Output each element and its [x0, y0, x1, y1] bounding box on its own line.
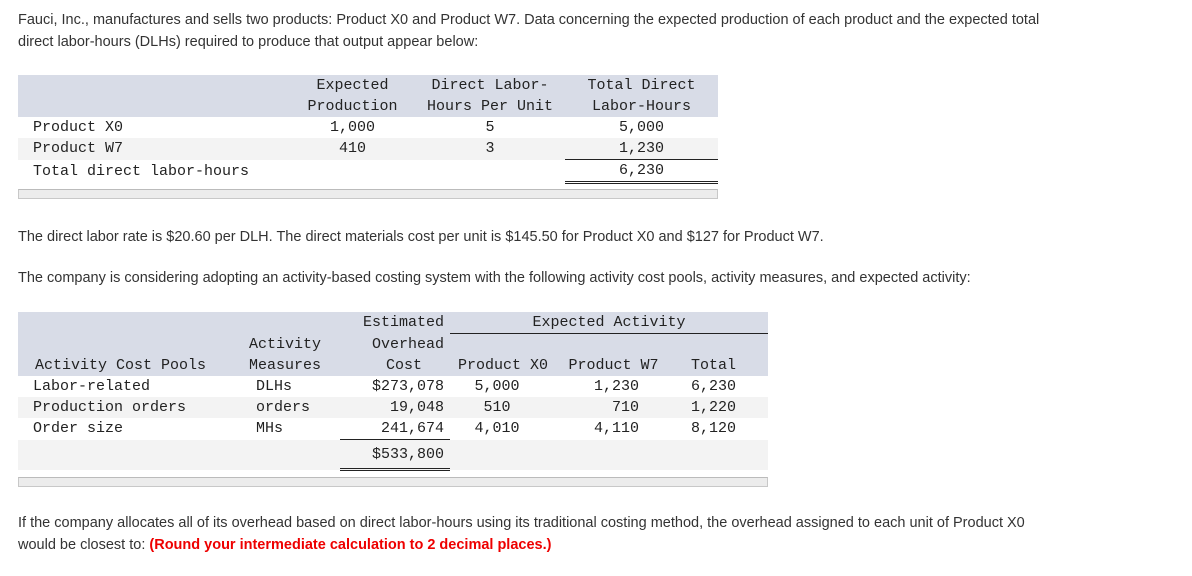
- table-row: Order size MHs 241,674 4,010 4,110 8,120: [18, 418, 768, 440]
- total-cost: $533,800: [340, 439, 450, 471]
- header-labor-hours: Labor-Hours: [565, 96, 718, 117]
- header-total: Total: [671, 355, 769, 376]
- table-row: Labor-related DLHs $273,078 5,000 1,230 6,230: [33, 378, 737, 395]
- header-estimated: Estimated: [340, 312, 450, 334]
- header-hours-per-unit: Hours Per Unit: [415, 96, 565, 117]
- table-scrollbar[interactable]: [18, 477, 768, 487]
- table-row: Product W7 410 3 1,230: [18, 138, 718, 160]
- table-row: Product X0 1,000 5 5,000: [33, 119, 664, 136]
- intro-text: Fauci, Inc., manufactures and sells two …: [18, 12, 1040, 50]
- header-measures: Measures: [240, 355, 340, 376]
- header-expected: Expected: [290, 75, 415, 96]
- header-overhead: Overhead: [340, 333, 450, 355]
- activity-table: Estimated Expected Activity Activity Overh…: [18, 312, 769, 471]
- table-row: Production orders orders 19,048 510 710 1,220: [18, 397, 769, 418]
- header-dlh: Direct Labor-: [415, 75, 565, 96]
- table-row: Total direct labor-hours 6,230: [18, 159, 718, 184]
- rounding-instruction: (Round your intermediate calculation to …: [149, 537, 552, 553]
- header-activity: Activity: [240, 333, 340, 355]
- header-w7: Product W7: [556, 355, 671, 376]
- header-cost: Cost: [340, 355, 450, 376]
- header-x0: Product X0: [450, 355, 556, 376]
- total-row: $533,800: [18, 439, 769, 471]
- header-expected-activity: Expected Activity: [450, 312, 769, 334]
- abc-text: The company is considering adopting an a…: [18, 270, 971, 286]
- header-production: Production: [290, 96, 415, 117]
- question: If the company allocates all of its over…: [18, 515, 1025, 553]
- table-scrollbar[interactable]: [18, 189, 718, 199]
- header-pools: Activity Cost Pools: [18, 355, 240, 376]
- rate-text: The direct labor rate is $20.60 per DLH.…: [18, 229, 824, 245]
- header-total: Total Direct: [565, 75, 718, 96]
- question-text: If the company allocates all of its over…: [18, 512, 1058, 556]
- production-table: Expected Direct Labor- Total Direct Produc…: [18, 75, 718, 184]
